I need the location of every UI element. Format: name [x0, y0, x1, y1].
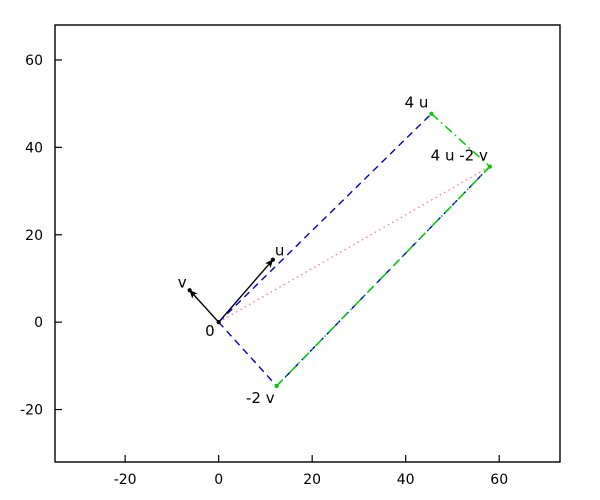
y-tick-label: -20 — [20, 403, 43, 419]
marker-v-tip — [187, 288, 192, 293]
series-u — [218, 259, 274, 323]
y-tick-label: 20 — [25, 228, 43, 244]
marker-neg2v-vertex — [274, 383, 279, 389]
plot-frame — [54, 24, 561, 463]
y-tick-label: 0 — [34, 315, 43, 331]
vertex-marker-layer — [187, 111, 492, 389]
y-tick-label: 40 — [25, 140, 43, 156]
axes-frame-layer — [54, 24, 561, 463]
annotation-label: 0 — [205, 322, 215, 340]
series--2v-translated — [430, 113, 491, 168]
x-tick-label: 20 — [303, 472, 321, 488]
marker-4u-2v-vertex — [487, 164, 492, 169]
x-tick-label: 40 — [397, 472, 415, 488]
series-4u — [218, 113, 432, 323]
annotation-label: -2 v — [246, 389, 275, 407]
x-tick-label: 60 — [490, 472, 508, 488]
axis-ticks-layer: -20 0 20 40 60 -20 0 20 40 60 — [20, 53, 508, 488]
annotation-label: u — [275, 242, 285, 260]
y-tick-label: 60 — [25, 53, 43, 69]
point-annotations-layer: 0 u v 4 u -2 v 4 u -2 v — [178, 94, 488, 407]
series-resultant-diagonal — [218, 166, 491, 323]
annotation-label: 4 u -2 v — [431, 147, 488, 165]
marker-u-tip — [270, 257, 275, 262]
marker-origin — [216, 320, 221, 325]
series-v — [189, 289, 220, 323]
x-tick-label: -20 — [114, 472, 137, 488]
series-4u-translated — [276, 166, 491, 387]
annotation-label: 4 u — [405, 94, 429, 112]
series--2v — [218, 321, 278, 387]
x-tick-label: 0 — [214, 472, 223, 488]
marker-4u-vertex — [429, 111, 434, 116]
annotation-label: v — [178, 273, 187, 291]
data-series-layer — [189, 113, 491, 387]
